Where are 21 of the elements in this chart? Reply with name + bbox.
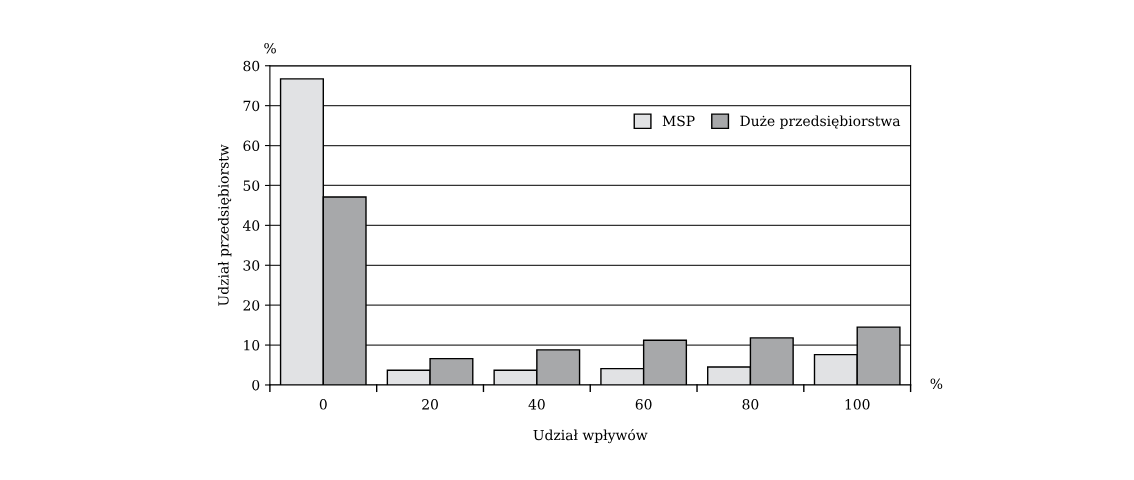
x-tick-label: 100 bbox=[845, 399, 870, 410]
legend-label: MSP bbox=[662, 115, 695, 127]
y-tick-label: 70 bbox=[243, 100, 260, 112]
text: % bbox=[930, 378, 943, 389]
legend-label: Duże przedsiębiorstwa bbox=[740, 115, 901, 129]
x-tick-label: 20 bbox=[422, 399, 438, 410]
y-tick-label: 0 bbox=[252, 379, 260, 391]
x-axis-title: Udział wpływów bbox=[533, 428, 648, 444]
y-axis-title: Udział przedsiębiorstw bbox=[217, 144, 232, 306]
text: % bbox=[264, 42, 276, 54]
x-tick-label: 40 bbox=[528, 399, 545, 410]
y-tick-label: 10 bbox=[244, 340, 260, 351]
y-tick-label: 20 bbox=[243, 300, 260, 311]
y-tick-label: 40 bbox=[242, 220, 260, 231]
y-tick-label: 60 bbox=[243, 140, 260, 152]
y-tick-label: 30 bbox=[243, 260, 260, 271]
x-tick-label: 80 bbox=[742, 399, 759, 410]
x-tick-label: 60 bbox=[635, 399, 652, 410]
x-tick-label: 0 bbox=[319, 399, 327, 410]
y-tick-label: 50 bbox=[243, 180, 260, 191]
y-tick-label: 80 bbox=[243, 60, 260, 72]
